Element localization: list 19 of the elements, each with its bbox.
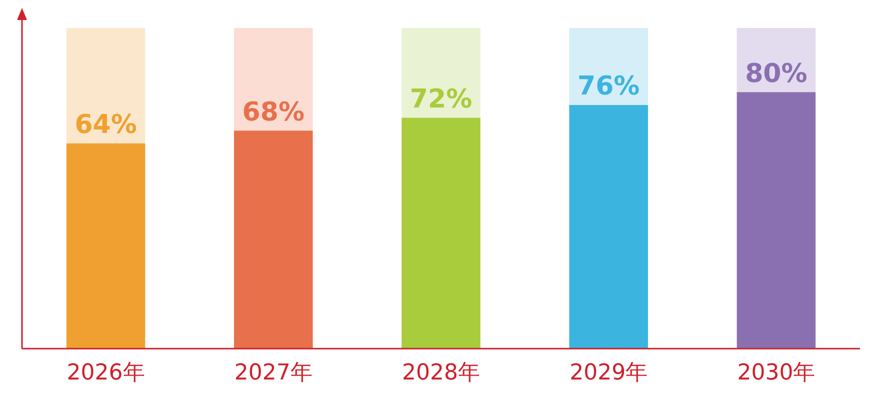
data-label: 76%	[577, 72, 640, 102]
bar	[402, 28, 480, 118]
data-label: 72%	[410, 84, 472, 115]
x-tick-label: 2028年	[402, 360, 480, 386]
bar	[66, 143, 146, 349]
data-label: 80%	[745, 58, 808, 89]
bar	[569, 28, 648, 105]
x-tick-label: 2030年	[737, 360, 816, 386]
x-tick-label: 2026年	[66, 360, 145, 386]
x-tick-label: 2029年	[570, 360, 648, 386]
bar	[402, 118, 480, 349]
bar	[736, 92, 816, 349]
data-label: 64%	[74, 110, 137, 140]
bar	[66, 28, 146, 144]
bar	[234, 130, 313, 349]
bar	[234, 28, 313, 131]
data-label: 68%	[242, 97, 305, 128]
x-tick-label: 2027年	[234, 360, 312, 386]
bar	[569, 104, 648, 349]
